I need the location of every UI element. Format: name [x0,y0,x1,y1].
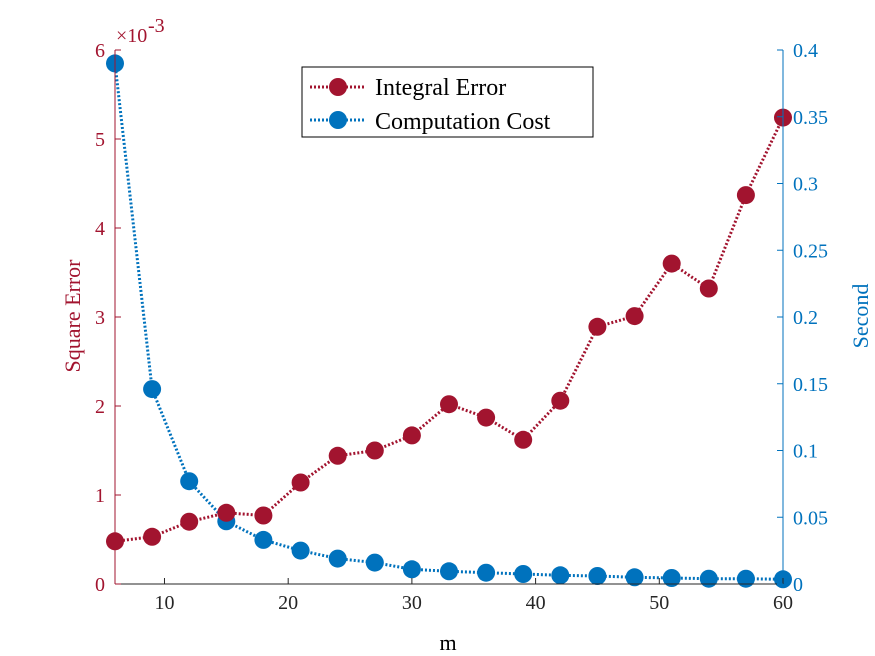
data-point-computation-cost [402,560,421,579]
data-point-integral-error [180,512,199,531]
legend-label-computation-cost: Computation Cost [375,109,551,135]
plot-layer [106,54,792,589]
y-right-tick-label: 0.4 [793,40,818,62]
y-right-tick-label: 0.05 [793,507,828,529]
data-point-computation-cost [440,562,458,581]
y-right-tick-label: 0.35 [793,107,828,129]
data-point-integral-error [402,426,421,445]
y-left-tick-label: 0 [95,574,105,596]
y-left-tick-label: 6 [95,40,105,62]
data-point-computation-cost [291,541,310,560]
data-point-computation-cost [699,569,718,588]
data-point-integral-error [699,279,718,298]
data-point-integral-error [477,408,496,427]
data-point-integral-error [217,503,236,522]
y-left-exponent-base: ×10 [116,25,147,47]
y-left-exponent-power: -3 [148,15,165,37]
legend-marker-integral-error [329,78,347,96]
data-point-integral-error [551,391,570,410]
x-axis-label: m [439,630,456,655]
data-point-computation-cost [625,568,644,587]
x-tick-label: 60 [773,592,793,614]
x-tick-label: 10 [154,592,174,614]
y-right-tick-label: 0.1 [793,441,818,463]
legend-label-integral-error: Integral Error [375,75,506,101]
data-point-computation-cost [514,565,533,583]
x-tick-label: 40 [526,592,546,614]
x-tick-label: 20 [278,592,298,614]
data-point-integral-error [440,395,458,414]
data-point-integral-error [736,186,755,205]
y-left-tick-label: 2 [95,396,105,418]
data-point-integral-error [588,317,607,336]
data-point-integral-error [662,254,681,273]
series-line-integral-error [114,116,785,543]
y-left-tick-label: 3 [95,307,105,329]
data-point-computation-cost [551,566,570,585]
y-left-tick-label: 5 [95,129,105,151]
data-point-computation-cost [365,553,384,572]
y-right-tick-label: 0.3 [793,174,818,196]
data-point-computation-cost [477,563,496,582]
data-point-integral-error [254,506,273,525]
y-left-tick-label: 4 [95,218,105,240]
x-tick-label: 30 [402,592,422,614]
axes-layer: 10 20 30 40 50 60012345600.050.10.150.20.250.… [95,40,828,614]
y-right-tick-label: 0 [793,574,803,596]
data-point-computation-cost [662,569,681,587]
legend-marker-computation-cost [329,111,347,129]
x-tick-label: 50 [649,592,669,614]
data-point-integral-error [143,527,162,546]
y-right-axis-label: Second [848,284,873,349]
y-right-tick-label: 0.15 [793,374,828,396]
legend: Integral Error Computation Cost [301,66,594,138]
data-point-integral-error [328,446,347,465]
y-right-tick-label: 0.2 [793,307,818,329]
data-point-computation-cost [143,380,162,399]
data-point-integral-error [625,307,644,326]
legend-box [301,66,594,138]
y-left-axis-label: Square Error [60,259,85,373]
data-point-computation-cost [180,472,199,491]
data-point-integral-error [365,441,384,460]
series-line-computation-cost [113,63,784,581]
data-point-computation-cost [328,549,347,568]
data-point-computation-cost [254,530,273,549]
y-left-tick-label: 1 [95,485,105,507]
data-point-integral-error [291,473,310,492]
data-point-computation-cost [588,567,607,585]
data-point-integral-error [514,430,533,449]
data-point-computation-cost [736,569,755,588]
y-right-tick-label: 0.25 [793,240,828,262]
